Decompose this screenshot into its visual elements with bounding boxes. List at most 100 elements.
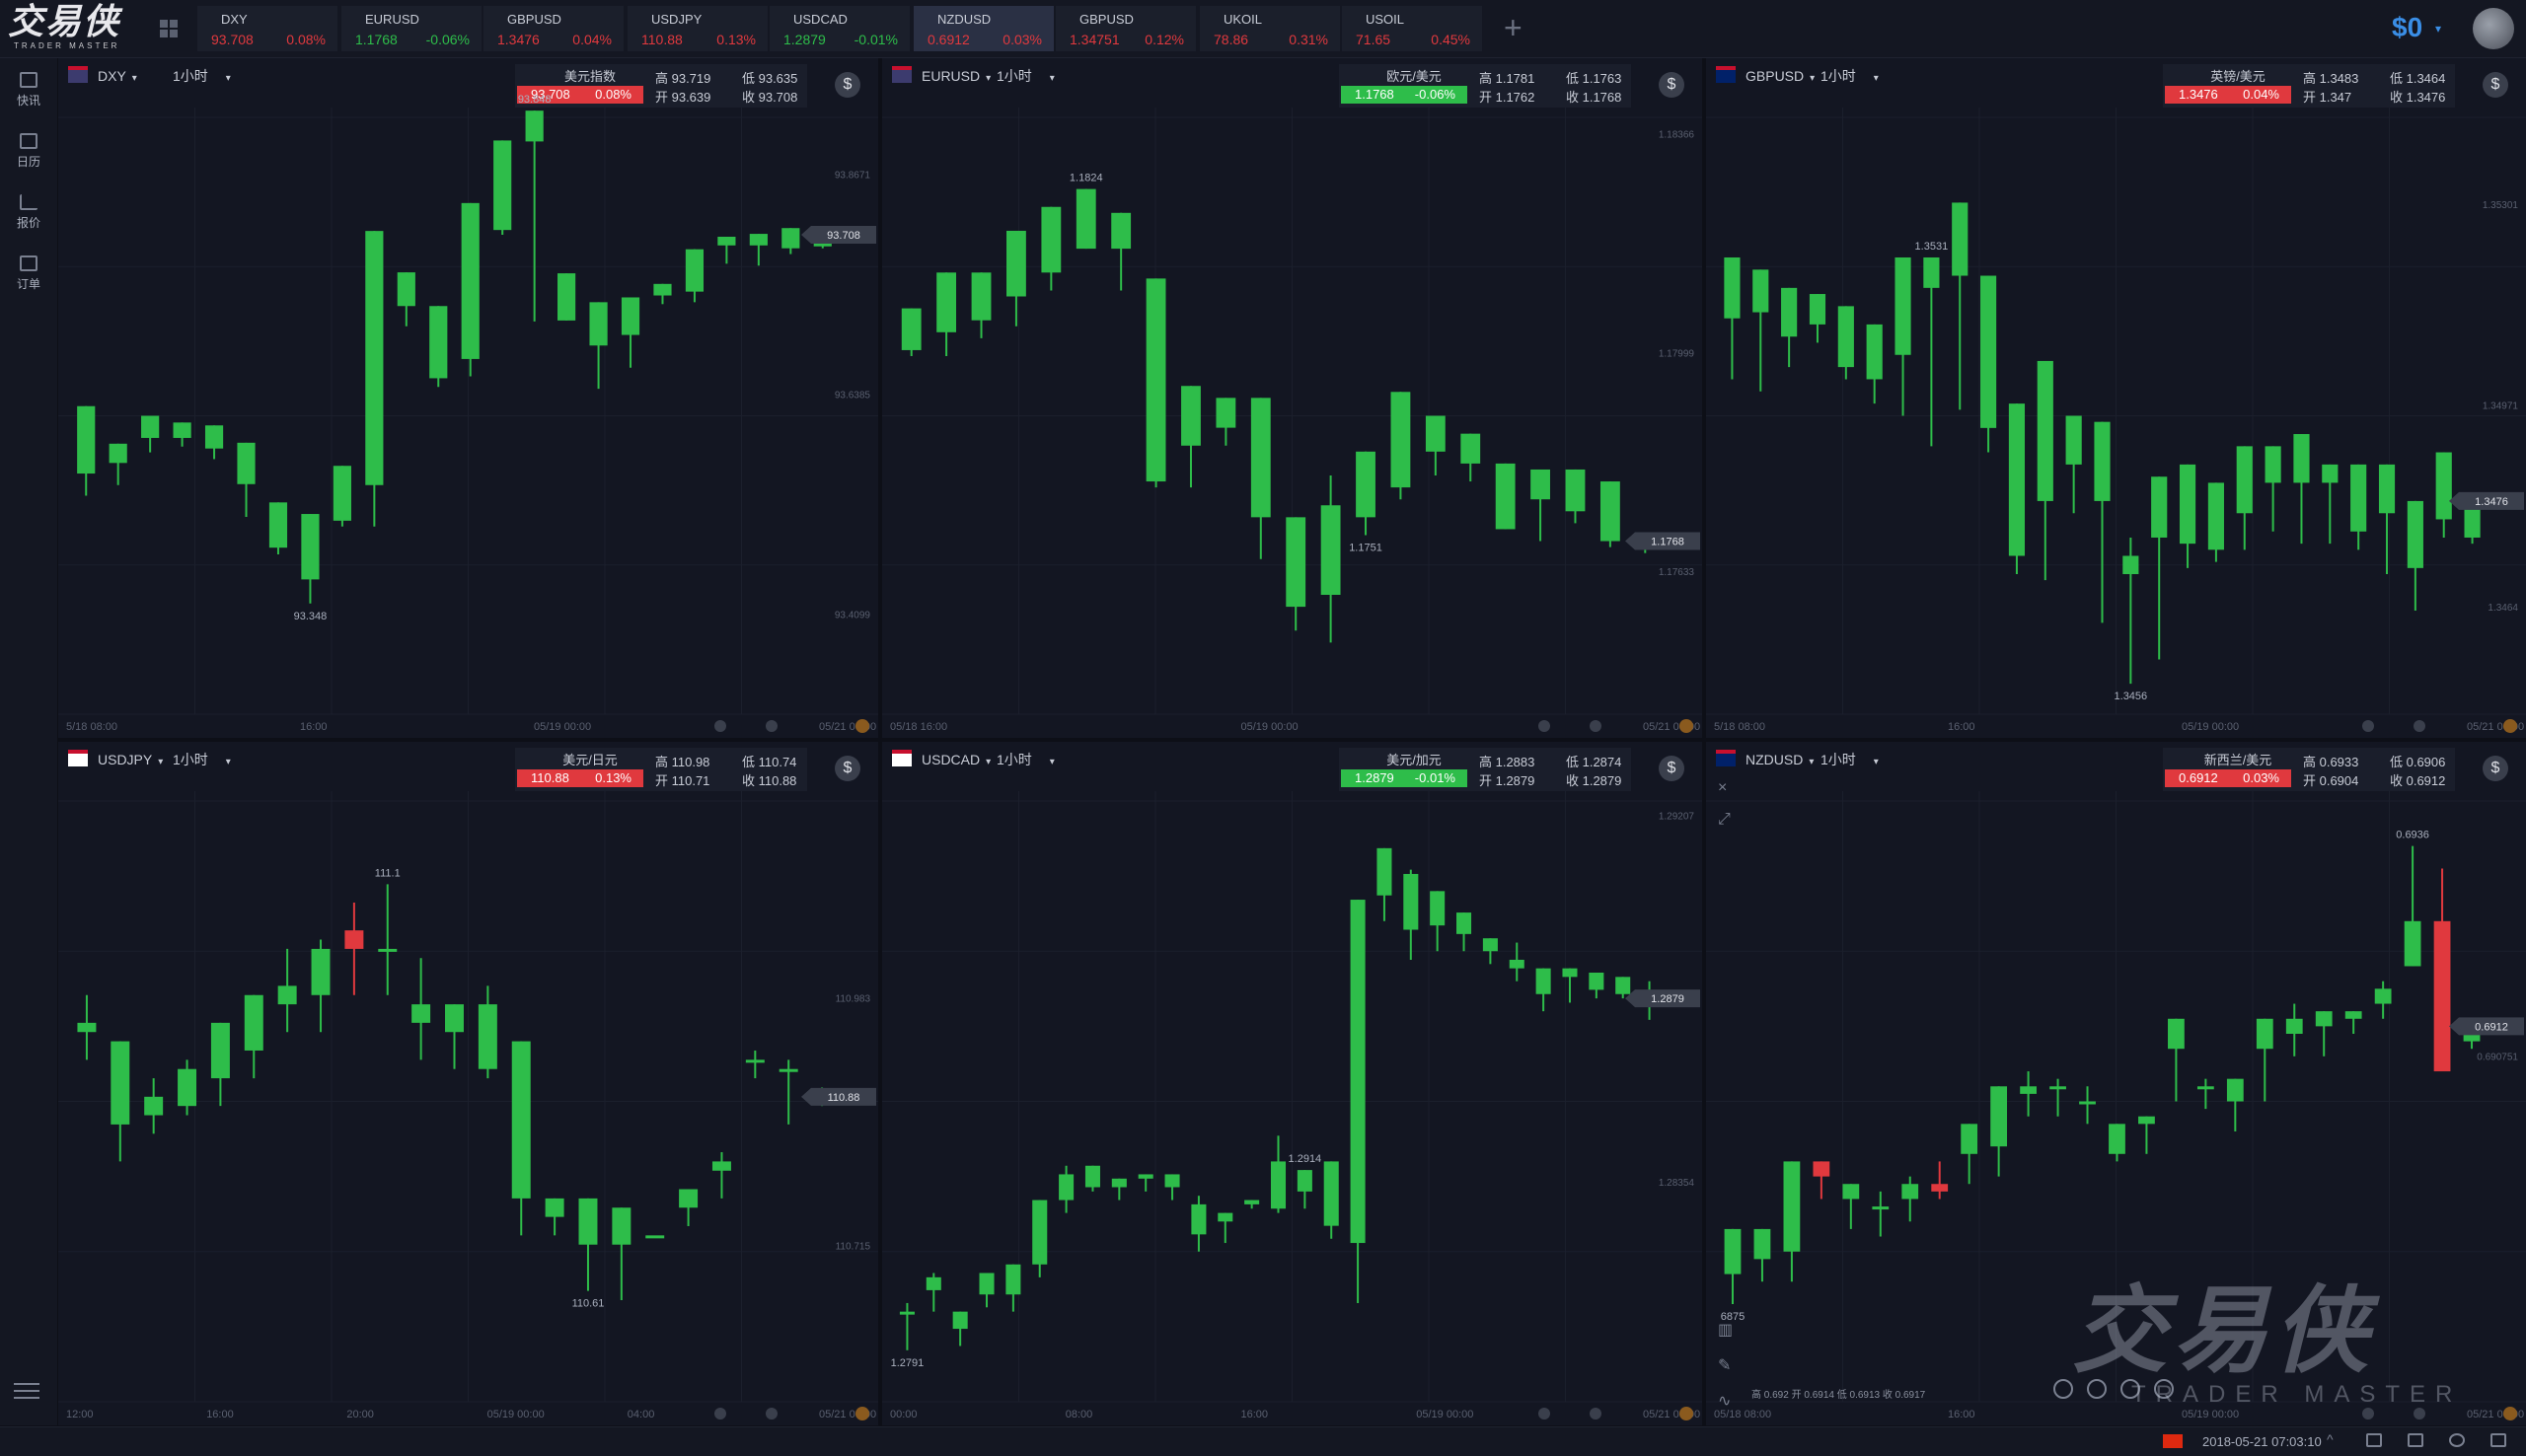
candle[interactable] (344, 903, 364, 995)
candle[interactable] (1032, 1200, 1048, 1277)
candlestick-chart[interactable]: 93.848 93.348 93.8671 93.6385 93.4099 93.708 5… (58, 58, 878, 738)
ticker-ukoil[interactable]: UKOIL 78.86 0.31% (1200, 6, 1340, 51)
candle[interactable] (2433, 868, 2451, 1072)
ticker-eurusd[interactable]: EURUSD 1.1768 -0.06% (341, 6, 482, 51)
candle[interactable] (1218, 1212, 1233, 1244)
ticker-usdjpy[interactable]: USDJPY 110.88 0.13% (628, 6, 768, 51)
candle[interactable] (1111, 212, 1132, 291)
candle[interactable] (2138, 1116, 2155, 1154)
candle[interactable] (1059, 1165, 1075, 1213)
account-balance[interactable]: $0 (2392, 12, 2423, 42)
candlestick-chart[interactable]: 1.3531 1.3456 1.35301 1.34971 1.3464 1.3476 5/… (1706, 58, 2526, 738)
candle[interactable] (1599, 481, 1620, 547)
scroll-left-icon[interactable] (714, 1408, 726, 1420)
candle[interactable] (2151, 476, 2168, 660)
candle[interactable] (2109, 1124, 2125, 1162)
candle[interactable] (1724, 256, 1741, 380)
candle[interactable] (333, 466, 351, 527)
candle[interactable] (478, 985, 497, 1079)
chart-panel-usdjpy[interactable]: USDJPY ▾ 1小时 ▾ 美元/日元 110.88 0.13% 高 110.98 开 110… (58, 742, 878, 1425)
sidebar-item-quotes[interactable]: 报价 (0, 194, 57, 231)
reset-icon[interactable] (2120, 1379, 2140, 1399)
candle[interactable] (1005, 1264, 1021, 1312)
candle[interactable] (1244, 1200, 1260, 1209)
candle[interactable] (1076, 188, 1096, 250)
candle[interactable] (311, 939, 331, 1033)
candle[interactable] (1753, 1228, 1771, 1282)
candle[interactable] (2344, 1011, 2362, 1034)
gear-icon[interactable] (2449, 1433, 2465, 1447)
candle[interactable] (1376, 847, 1392, 921)
trade-button[interactable]: $ (1659, 756, 1684, 781)
candle[interactable] (1111, 1178, 1127, 1201)
candle[interactable] (1146, 278, 1166, 488)
candle[interactable] (1430, 891, 1446, 952)
candle[interactable] (1980, 275, 1997, 453)
candlestick-chart[interactable]: 1.2914 1.2791 1.29207 1.28354 1.2879 00:00 08:… (882, 742, 1702, 1425)
candle[interactable] (578, 1198, 598, 1291)
candle[interactable] (2285, 1003, 2303, 1056)
chevron-up-icon[interactable]: ^ (2327, 1431, 2334, 1447)
candle[interactable] (1923, 256, 1940, 447)
candle[interactable] (2079, 1086, 2096, 1125)
candle[interactable] (1509, 942, 1524, 982)
grid-layout-icon[interactable] (160, 20, 178, 37)
candle[interactable] (621, 297, 640, 368)
candle[interactable] (936, 272, 957, 356)
candle[interactable] (378, 884, 398, 995)
candle[interactable] (1990, 1086, 2008, 1177)
chart-panel-nzdusd[interactable]: NZDUSD ▾ 1小时 ▾ 新西兰/美元 0.6912 0.03% 高 0.6933 开 0.… (1706, 742, 2526, 1425)
candlestick-chart[interactable]: 1.1824 1.1751 1.18366 1.17999 1.17633 1.1768 0… (882, 58, 1702, 738)
candle[interactable] (779, 1059, 798, 1125)
scroll-left-icon[interactable] (2362, 1408, 2374, 1420)
scroll-left-icon[interactable] (2362, 720, 2374, 732)
candle[interactable] (210, 1022, 230, 1107)
candle[interactable] (717, 237, 736, 264)
candle[interactable] (1356, 451, 1375, 536)
candle[interactable] (2094, 421, 2111, 623)
candle[interactable] (2293, 434, 2310, 545)
candle[interactable] (1952, 202, 1969, 410)
candle[interactable] (1425, 415, 1446, 476)
candle[interactable] (1138, 1174, 1153, 1192)
candle[interactable] (1390, 392, 1411, 500)
candle[interactable] (1006, 230, 1026, 327)
scroll-right-icon[interactable] (766, 1408, 778, 1420)
sidebar-item-orders[interactable]: 订单 (0, 255, 57, 292)
symbol-selector[interactable]: NZDUSD ▾ (1716, 750, 1814, 767)
ticker-dxy[interactable]: DXY 93.708 0.08% (197, 6, 337, 51)
candle[interactable] (749, 234, 768, 266)
candle[interactable] (899, 1302, 915, 1350)
candle[interactable] (511, 1041, 531, 1236)
settings-dot-icon[interactable] (1679, 719, 1693, 733)
symbol-selector[interactable]: USDJPY ▾ (68, 750, 163, 767)
candle[interactable] (1931, 1161, 1949, 1200)
candle[interactable] (1191, 1196, 1207, 1252)
camera-icon[interactable] (2366, 1433, 2382, 1447)
candle[interactable] (2196, 1078, 2214, 1110)
candle[interactable] (141, 415, 160, 453)
pulse-icon[interactable]: ∿ (1718, 1393, 1732, 1410)
ticker-usoil[interactable]: USOIL 71.65 0.45% (1342, 6, 1482, 51)
candle[interactable] (1297, 1170, 1312, 1209)
candle[interactable] (2008, 403, 2026, 575)
candlestick-chart[interactable]: 111.1 110.61 110.983 110.715 110.88 12:00 16:0… (58, 742, 878, 1425)
candle[interactable] (268, 502, 288, 555)
candle[interactable] (1961, 1124, 1978, 1185)
candle[interactable] (1482, 938, 1498, 965)
trade-button[interactable]: $ (2483, 72, 2508, 98)
candle[interactable] (1809, 294, 1826, 343)
ticker-gbpusd[interactable]: GBPUSD 1.34751 0.12% (1056, 6, 1196, 51)
candle[interactable] (2226, 1078, 2244, 1131)
candle[interactable] (2322, 464, 2339, 545)
candle[interactable] (1403, 869, 1419, 960)
candle[interactable] (365, 231, 384, 527)
candle[interactable] (971, 272, 992, 338)
settings-dot-icon[interactable] (855, 1407, 869, 1420)
fullscreen-icon[interactable] (2490, 1433, 2506, 1447)
scroll-left-icon[interactable] (1538, 720, 1550, 732)
indicator-icon[interactable]: ▥ (1718, 1322, 1734, 1339)
candle[interactable] (653, 283, 672, 305)
candle[interactable] (77, 405, 96, 496)
candle[interactable] (1901, 1176, 1919, 1222)
